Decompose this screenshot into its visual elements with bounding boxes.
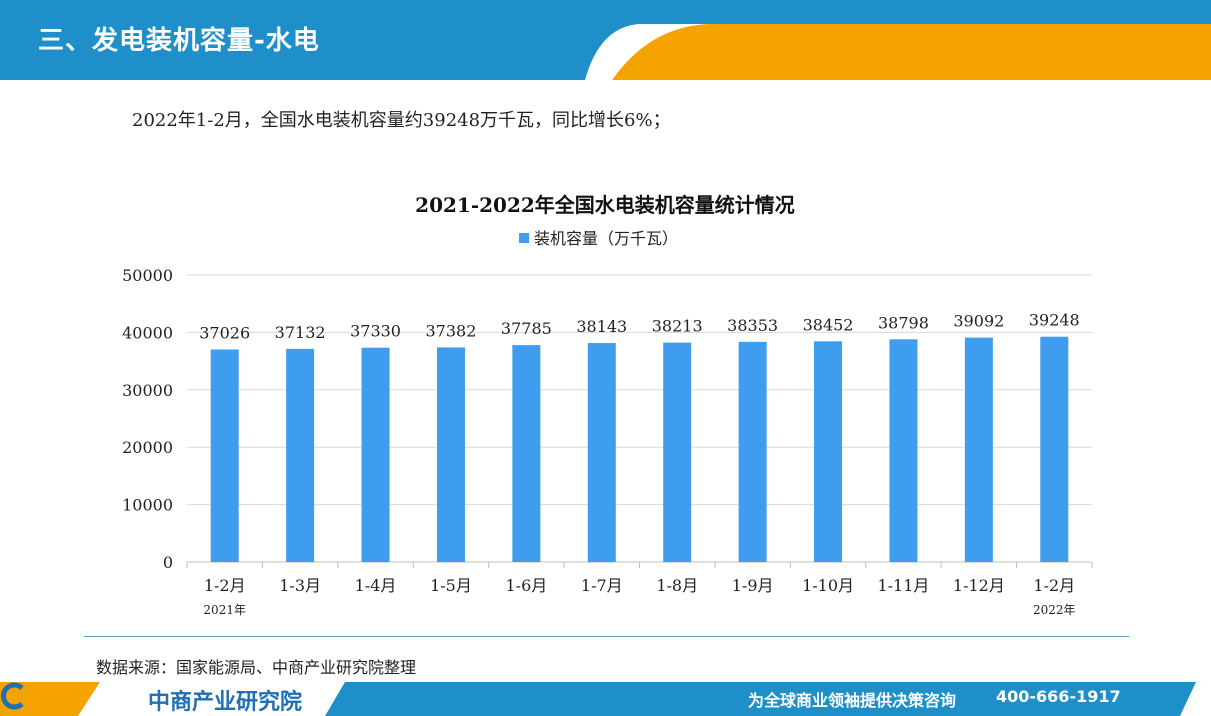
footer-phone: 400-666-1917 <box>996 687 1121 706</box>
legend-label: 装机容量（万千瓦） <box>534 229 678 248</box>
legend-swatch <box>519 233 529 243</box>
bar <box>738 341 767 562</box>
chart-title: 2021-2022年全国水电装机容量统计情况 <box>415 193 795 217</box>
data-label: 37026 <box>199 323 250 342</box>
grid-lines <box>187 274 1092 506</box>
page-title: 三、发电装机容量-水电 <box>38 26 320 56</box>
data-label: 38213 <box>652 317 703 336</box>
bar <box>814 341 843 562</box>
y-tick-label: 50000 <box>122 266 173 285</box>
data-label: 38353 <box>727 316 778 335</box>
data-label: 37330 <box>350 322 401 341</box>
x-tick-label: 1-4月 <box>355 576 397 595</box>
data-label: 37382 <box>426 321 477 340</box>
year-label: 2021年 <box>203 603 246 617</box>
brand-logo-icon <box>1 682 24 710</box>
x-tick-label: 1-3月 <box>279 576 321 595</box>
bar <box>512 345 541 562</box>
y-tick-label: 10000 <box>122 496 173 515</box>
data-label: 38452 <box>803 315 854 334</box>
y-tick-label: 0 <box>163 553 173 572</box>
x-tick-label: 1-2月 <box>204 576 246 595</box>
source-divider <box>84 636 1129 637</box>
header-shape <box>0 0 1211 80</box>
x-tick-label: 1-2月 <box>1033 576 1075 595</box>
summary-text: 2022年1-2月，全国水电装机容量约39248万千瓦，同比增长6%； <box>132 110 671 131</box>
bar <box>361 347 390 562</box>
bar <box>286 348 315 562</box>
x-tick-label: 1-8月 <box>656 576 698 595</box>
bar <box>436 347 465 562</box>
source-text: 数据来源：国家能源局、中商产业研究院整理 <box>96 658 417 677</box>
data-label: 37785 <box>501 319 552 338</box>
bar <box>210 349 239 562</box>
footer-bar: 中商产业研究院 为全球商业领袖提供决策咨询 400-666-1917 <box>0 682 1211 716</box>
bar <box>889 339 918 562</box>
year-label: 2022年 <box>1033 603 1076 617</box>
x-tick-label: 1-6月 <box>505 576 547 595</box>
x-tick-label: 1-9月 <box>732 576 774 595</box>
y-tick-label: 40000 <box>122 323 173 342</box>
x-tick-label: 1-11月 <box>877 576 929 595</box>
bar <box>587 343 616 562</box>
data-label: 38143 <box>576 317 627 336</box>
x-tick-label: 1-10月 <box>802 576 854 595</box>
header-banner: 三、发电装机容量-水电 <box>0 0 1211 80</box>
data-label: 38798 <box>878 313 929 332</box>
footer-shape <box>0 682 1211 716</box>
x-tick-label: 1-7月 <box>581 576 623 595</box>
bars: 37026 37132 37330 37382 37785 38143 38213 38353… <box>199 311 1080 562</box>
data-label: 37132 <box>275 323 326 342</box>
bar <box>964 337 993 562</box>
x-tick-label: 1-5月 <box>430 576 472 595</box>
x-axis: 1-2月 1-3月 1-4月 1-5月 1-6月 1-7月 1-8月 1-9月 1-10月 1-1… <box>203 576 1075 617</box>
y-tick-label: 30000 <box>122 381 173 400</box>
y-axis: 0 10000 20000 30000 40000 50000 <box>122 266 1093 572</box>
data-label: 39248 <box>1029 311 1080 330</box>
x-tick-label: 1-12月 <box>953 576 1005 595</box>
bar <box>1040 336 1069 562</box>
y-tick-label: 20000 <box>122 438 173 457</box>
bar <box>663 342 692 562</box>
footer-slogan: 为全球商业领袖提供决策咨询 <box>748 691 957 710</box>
footer-brand: 中商产业研究院 <box>148 690 303 715</box>
data-label: 39092 <box>953 312 1004 331</box>
bar-chart: 2021-2022年全国水电装机容量统计情况 装机容量（万千瓦） 0 10000 2… <box>122 193 1093 617</box>
